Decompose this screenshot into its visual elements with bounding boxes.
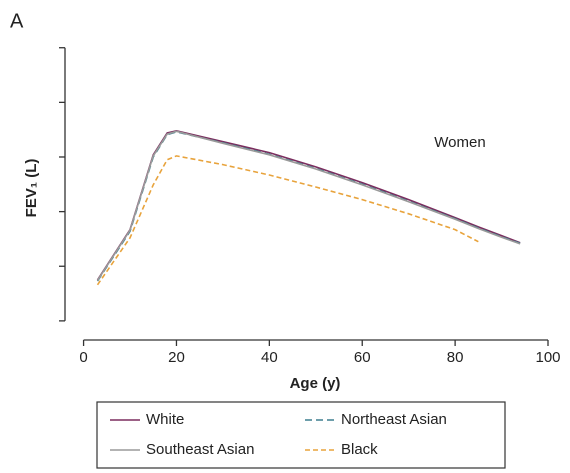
x-tick-label: 20 (168, 349, 185, 366)
series-line (96, 131, 521, 282)
x-tick-label: 80 (447, 349, 464, 366)
x-tick-label: 100 (535, 349, 560, 366)
legend-label: White (146, 411, 184, 428)
series-line (96, 130, 521, 281)
x-axis-label: Age (y) (290, 375, 341, 392)
y-axis-label: FEV₁ (L) (23, 159, 40, 218)
x-tick-label: 0 (79, 349, 87, 366)
series-line (96, 129, 521, 281)
legend-box (96, 401, 506, 469)
series-line (96, 155, 479, 286)
legend-label: Black (341, 441, 378, 458)
x-tick-label: 60 (354, 349, 371, 366)
x-tick-label: 40 (261, 349, 278, 366)
legend-label: Northeast Asian (341, 411, 447, 428)
panel-label: A (10, 10, 24, 32)
legend-label: Southeast Asian (146, 441, 254, 458)
annotation: Women (434, 134, 485, 151)
